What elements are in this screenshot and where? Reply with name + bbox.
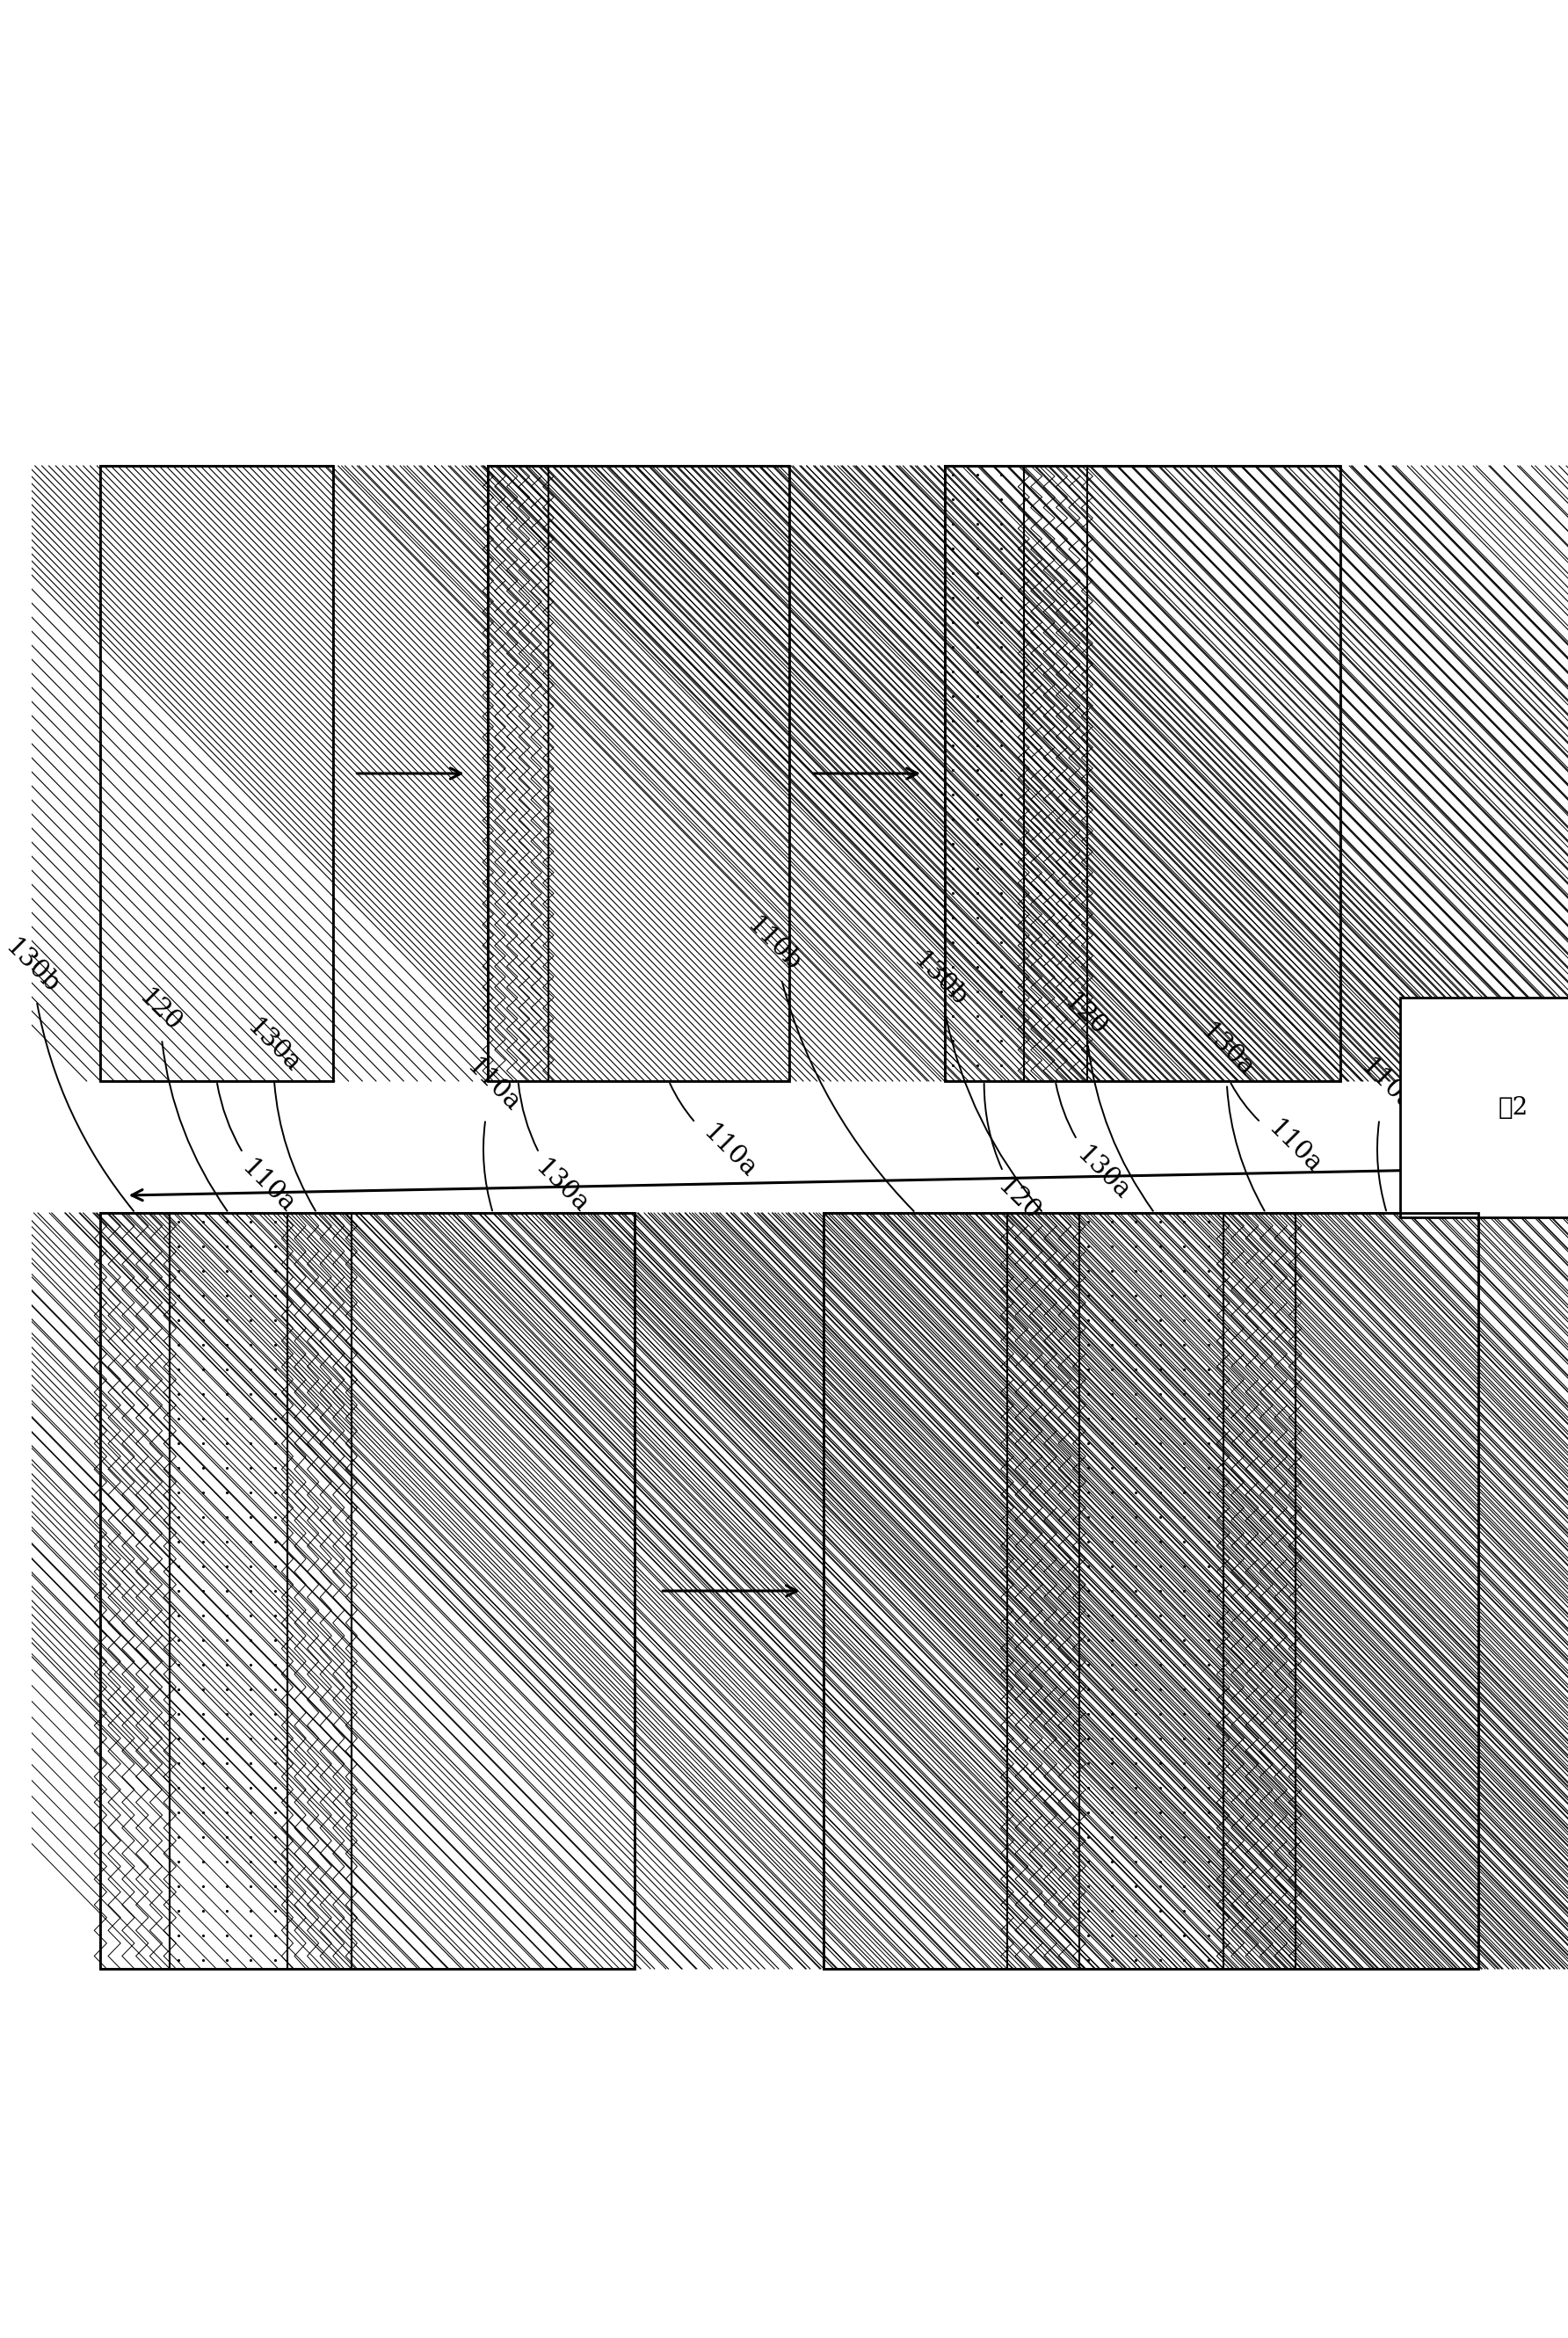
Text: 图2: 图2 [1497, 1097, 1527, 1120]
Bar [1087, 465, 1341, 1080]
Bar [549, 465, 789, 1080]
Bar [100, 465, 332, 1080]
Text: 130a: 130a [241, 1015, 315, 1211]
Bar [823, 1213, 1007, 1969]
Bar [1007, 1213, 1079, 1969]
Bar [1295, 1213, 1479, 1969]
Bar [1223, 1213, 1295, 1969]
Text: 110a: 110a [670, 1082, 760, 1183]
Text: 120: 120 [1060, 989, 1152, 1211]
Bar [169, 1213, 287, 1969]
Text: 110a: 110a [461, 1054, 524, 1211]
Text: 130b: 130b [0, 935, 133, 1211]
Bar [823, 1213, 1479, 1969]
Text: 130a: 130a [519, 1082, 593, 1218]
Bar [100, 1213, 169, 1969]
Bar [100, 1213, 635, 1969]
Text: 120: 120 [985, 1082, 1044, 1225]
Text: 110b: 110b [742, 914, 914, 1211]
Bar [351, 1213, 635, 1969]
Bar [287, 1213, 351, 1969]
Text: 130a: 130a [1195, 1019, 1264, 1211]
Bar [100, 465, 332, 1080]
Text: 130a: 130a [1055, 1082, 1134, 1204]
Bar [488, 465, 789, 1080]
Bar [944, 465, 1024, 1080]
Text: 120: 120 [133, 984, 227, 1211]
Text: 110a: 110a [216, 1082, 299, 1218]
Bar [1024, 465, 1087, 1080]
Bar [488, 465, 549, 1080]
Text: 110a: 110a [1355, 1054, 1417, 1211]
Text: 110a: 110a [1231, 1082, 1325, 1178]
Text: 130b: 130b [908, 949, 1041, 1211]
Bar [944, 465, 1341, 1080]
Bar [1079, 1213, 1223, 1969]
